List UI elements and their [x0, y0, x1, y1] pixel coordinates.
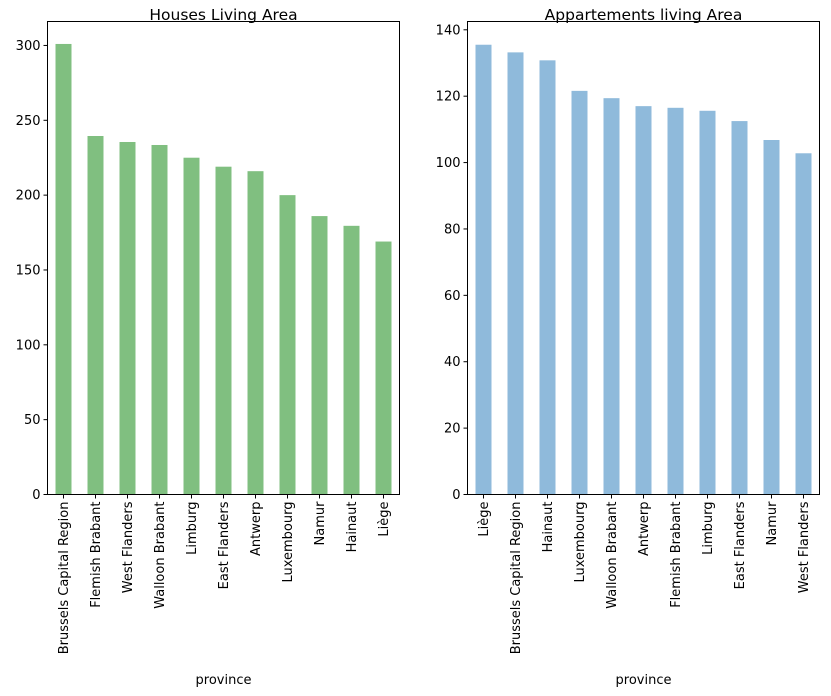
- apartments-x-tick-label: Liège: [477, 502, 492, 537]
- houses-y-tick-label: 250: [16, 114, 41, 129]
- houses-bar: [119, 141, 136, 495]
- houses-x-tick-label: Flemish Brabant: [89, 502, 104, 608]
- houses-bar: [311, 216, 328, 495]
- houses-bar: [183, 157, 200, 495]
- apartments-y-tick-label: 60: [444, 289, 461, 304]
- houses-chart: 0 50 100 150 200 250 300 Brussels Capital Regio…: [16, 6, 400, 688]
- apartments-chart: 0 20 40 60 80 100 120 140 Liège Brussels Capital …: [436, 6, 820, 688]
- apartments-bar: [475, 44, 492, 495]
- apartments-x-tick-label: Limburg: [701, 502, 716, 555]
- houses-bar: [279, 195, 296, 495]
- apartments-y-tick-label: 100: [436, 156, 461, 171]
- houses-x-tick-label: Namur: [313, 501, 328, 546]
- houses-chart-title: Houses Living Area: [149, 6, 297, 24]
- apartments-x-tick-label: Hainaut: [541, 502, 556, 553]
- houses-bar: [151, 144, 168, 495]
- houses-y-tick-label: 100: [16, 338, 41, 353]
- apartments-y-tick-label: 0: [452, 488, 460, 503]
- apartments-bar: [667, 107, 684, 495]
- apartments-y-tick-label: 20: [444, 422, 461, 437]
- apartments-x-tick-label: Walloon Brabant: [605, 502, 620, 609]
- houses-x-tick-label: Antwerp: [249, 502, 264, 556]
- apartments-y-tick-label: 120: [436, 90, 461, 105]
- houses-bar: [375, 241, 392, 495]
- apartments-bar: [635, 106, 652, 495]
- apartments-bar: [571, 90, 588, 495]
- apartments-x-tick-label: Brussels Capital Region: [509, 502, 524, 655]
- houses-x-tick-label: West Flanders: [121, 501, 136, 593]
- apartments-bar: [731, 121, 748, 495]
- apartments-chart-title: Appartements living Area: [545, 6, 743, 24]
- apartments-x-tick-label: Luxembourg: [573, 502, 588, 583]
- apartments-bar: [603, 98, 620, 495]
- houses-chart-xlabel: province: [196, 673, 252, 688]
- houses-bar: [247, 171, 264, 495]
- houses-bar: [87, 136, 104, 495]
- houses-x-tick-label: Limburg: [185, 502, 200, 555]
- apartments-bar: [539, 60, 556, 495]
- houses-bar: [215, 166, 232, 495]
- apartments-bar: [795, 153, 812, 495]
- houses-x-tick-label: East Flanders: [217, 501, 232, 589]
- houses-x-tick-label: Hainaut: [345, 502, 360, 553]
- houses-y-tick-label: 150: [16, 263, 41, 278]
- houses-x-tick-label: Liège: [377, 502, 392, 537]
- houses-y-tick-label: 200: [16, 189, 41, 204]
- houses-x-tick-label: Brussels Capital Region: [57, 502, 72, 655]
- apartments-x-tick-label: West Flanders: [797, 501, 812, 593]
- apartments-bar: [763, 139, 780, 495]
- houses-bar: [55, 43, 72, 495]
- apartments-x-tick-label: East Flanders: [733, 501, 748, 589]
- apartments-y-tick-label: 140: [436, 23, 461, 38]
- houses-x-tick-label: Walloon Brabant: [153, 502, 168, 609]
- apartments-x-tick-label: Flemish Brabant: [669, 502, 684, 608]
- houses-bar: [343, 225, 360, 495]
- houses-y-tick-label: 300: [16, 39, 41, 54]
- houses-x-tick-label: Luxembourg: [281, 502, 296, 583]
- houses-y-tick-label: 0: [32, 488, 40, 503]
- apartments-bar: [507, 52, 524, 495]
- apartments-x-tick-label: Namur: [765, 501, 780, 546]
- apartments-y-tick-label: 40: [444, 355, 461, 370]
- apartments-x-tick-label: Antwerp: [637, 502, 652, 556]
- houses-y-tick-label: 50: [24, 413, 41, 428]
- apartments-y-tick-label: 80: [444, 222, 461, 237]
- apartments-chart-xlabel: province: [616, 673, 672, 688]
- apartments-bar: [699, 110, 716, 495]
